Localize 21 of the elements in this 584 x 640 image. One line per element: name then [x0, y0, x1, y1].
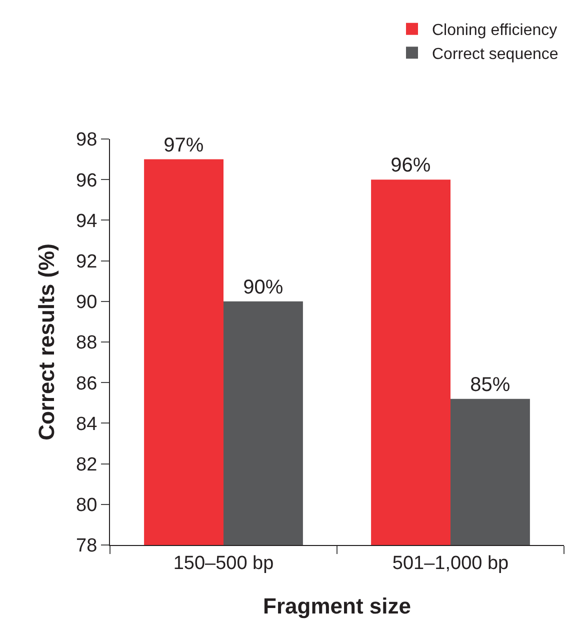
y-axis-title: Correct results (%): [34, 244, 59, 440]
data-label: 90%: [243, 276, 284, 298]
y-tick-label: 82: [76, 454, 98, 476]
y-tick-label: 86: [76, 373, 98, 394]
y-tick-label: 90: [76, 292, 98, 314]
data-label: 85%: [470, 374, 510, 396]
data-label: 96%: [390, 154, 431, 177]
y-tick-label: 96: [76, 170, 98, 192]
y-tick-label: 92: [76, 251, 98, 272]
y-tick-label: 78: [76, 536, 98, 557]
y-tick-label: 88: [76, 332, 98, 354]
y-tick-label: 94: [76, 210, 98, 232]
legend-label: Correct sequence: [432, 46, 558, 63]
y-tick-label: 80: [76, 495, 98, 516]
legend-label: Cloning efficiency: [432, 22, 558, 40]
y-tick-label: 84: [76, 414, 98, 435]
data-label: 97%: [164, 134, 204, 156]
y-tick-label: 98: [76, 130, 98, 151]
x-tick-label: 501–1,000 bp: [392, 552, 509, 574]
x-axis-title: Fragment size: [263, 594, 411, 619]
x-tick-label: 150–500 bp: [173, 552, 274, 574]
